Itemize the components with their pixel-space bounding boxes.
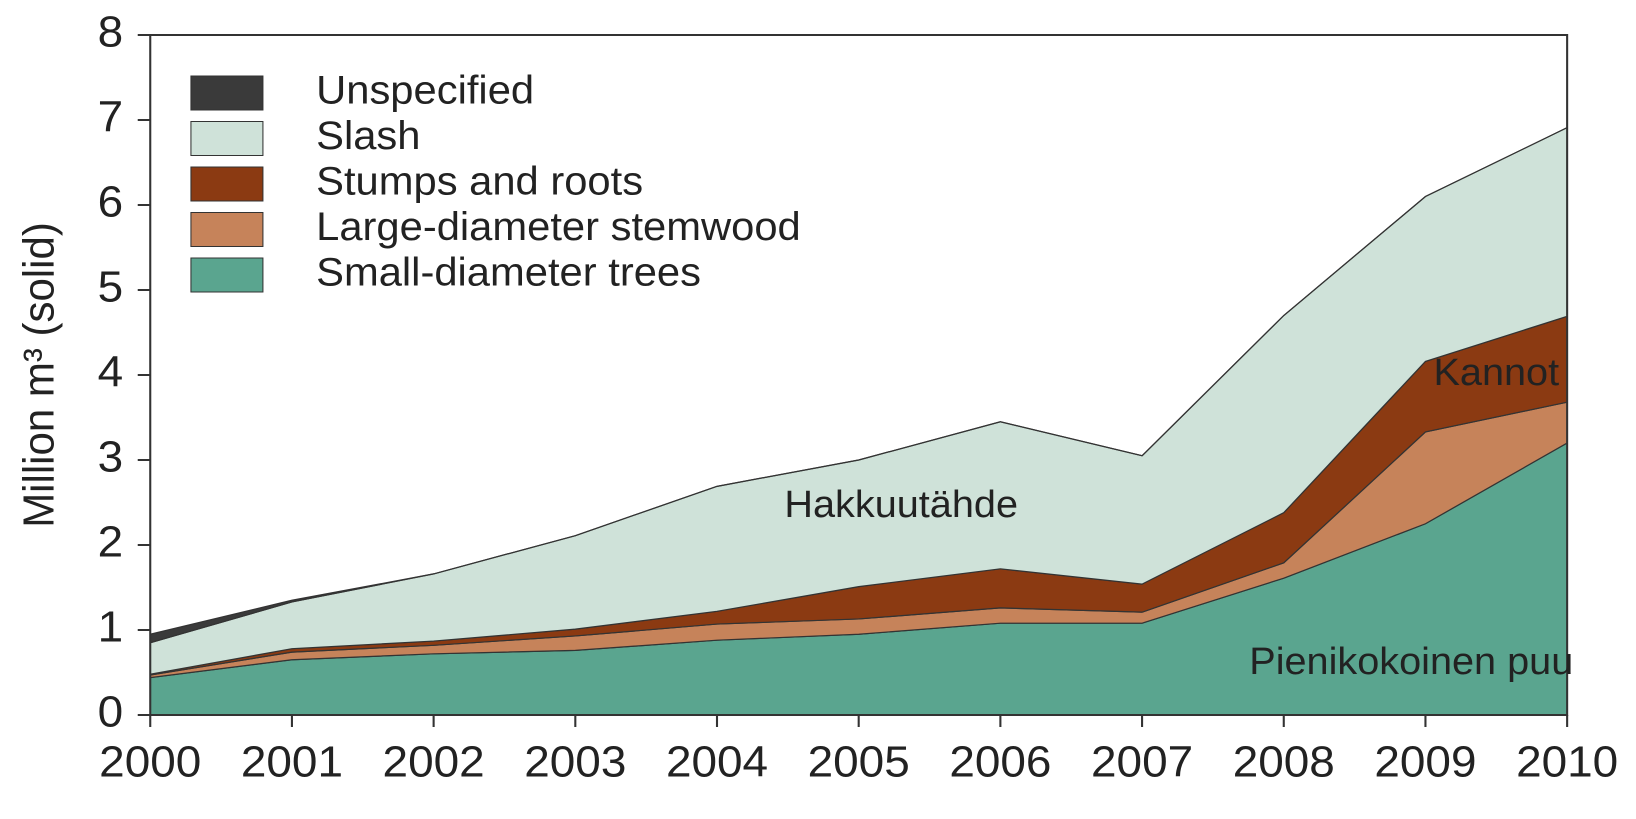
x-tick-label: 2002 (383, 736, 485, 786)
annotation: Kannot (1433, 352, 1559, 394)
x-tick-label: 2010 (1516, 736, 1618, 786)
y-tick-label: 7 (98, 91, 124, 141)
annotation: Hakkuutähde (784, 484, 1018, 526)
legend-label: Stumps and roots (316, 158, 643, 203)
x-tick-label: 2001 (241, 736, 343, 786)
x-tick-label: 2005 (808, 736, 910, 786)
x-tick-label: 2006 (949, 736, 1051, 786)
y-axis-label: Million m³ (solid) (15, 222, 64, 528)
area (149, 127, 1568, 644)
legend-swatch (190, 75, 264, 111)
legend-swatch (190, 166, 264, 202)
y-tick-label: 0 (98, 686, 124, 736)
annotation: Pienikokoinen puu (1249, 641, 1573, 683)
y-tick-label: 1 (98, 601, 124, 651)
x-tick-label: 2000 (99, 736, 201, 786)
y-tick-label: 6 (98, 176, 124, 226)
x-tick-label: 2008 (1233, 736, 1335, 786)
legend-label: Large-diameter stemwood (316, 204, 801, 249)
legend-swatch (190, 257, 264, 293)
y-tick-label: 2 (98, 516, 124, 566)
y-tick-label: 5 (98, 261, 124, 311)
legend-label: Small-diameter trees (316, 249, 701, 294)
legend-label: Unspecified (316, 67, 534, 112)
legend-swatch (190, 212, 264, 247)
legend-swatch (190, 121, 264, 156)
y-tick-label: 4 (98, 346, 124, 396)
x-tick-label: 2007 (1091, 736, 1193, 786)
y-tick-label: 3 (98, 431, 124, 481)
legend-label: Slash (316, 113, 420, 158)
x-tick-label: 2004 (666, 736, 768, 786)
y-tick-label: 8 (98, 6, 124, 56)
x-tick-label: 2003 (524, 736, 626, 786)
x-tick-label: 2009 (1374, 736, 1476, 786)
